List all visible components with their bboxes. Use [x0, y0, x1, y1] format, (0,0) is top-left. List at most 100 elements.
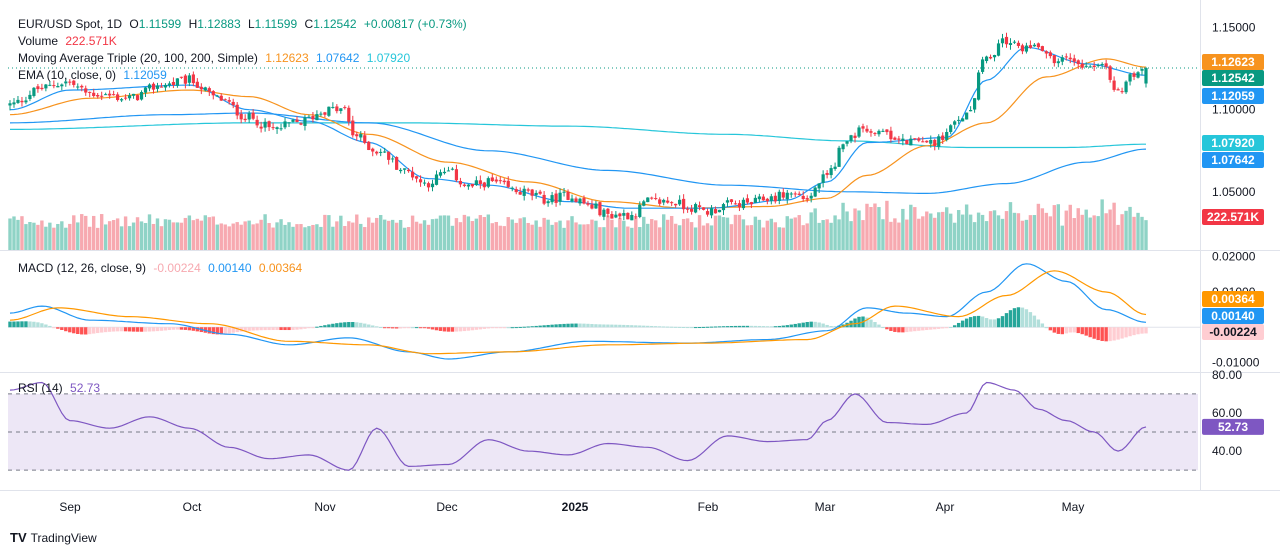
volume-bar: [976, 212, 981, 250]
ma200-value: 1.07920: [366, 51, 411, 65]
candle-body: [291, 119, 295, 122]
macd-hist-bar: [24, 321, 28, 328]
macd-hist-bar: [789, 324, 793, 328]
candle-body: [941, 135, 945, 140]
volume-bar: [1044, 212, 1049, 250]
rsi-y-tick: 40.00: [1212, 444, 1242, 458]
symbol-title[interactable]: EUR/USD Spot, 1D: [18, 17, 123, 31]
macd-hist-bar: [1012, 308, 1017, 328]
macd-hist-bar: [183, 327, 188, 330]
rsi-label: RSI (14): [18, 381, 63, 395]
candle-body: [247, 113, 251, 120]
rsi-legend[interactable]: RSI (14) 52.73: [18, 380, 104, 396]
candle-body: [693, 204, 698, 213]
volume-bar: [737, 214, 742, 250]
macd-hist-bar: [709, 326, 714, 328]
volume-bar: [291, 226, 295, 250]
candle-body: [992, 55, 997, 58]
candle-body: [670, 202, 674, 204]
macd-hist-bar: [375, 326, 379, 328]
candle-body: [430, 183, 435, 188]
candle-body: [56, 85, 60, 88]
volume-bar: [371, 222, 375, 250]
macd-hist-bar: [917, 327, 921, 331]
macd-hist-bar: [167, 327, 172, 331]
volume-bar: [1100, 199, 1104, 250]
candle-body: [215, 95, 219, 97]
volume-bar: [865, 203, 869, 250]
candle-body: [1112, 80, 1116, 90]
candle-body: [1088, 66, 1092, 68]
candle-body: [403, 168, 407, 170]
volume-bar: [187, 215, 192, 250]
volume-bar: [163, 219, 168, 250]
price-tag: 1.12059: [1202, 88, 1264, 104]
macd-hist-bar: [972, 316, 977, 328]
volume-bar: [434, 218, 439, 250]
candle-body: [785, 192, 789, 200]
macd-hist-bar: [594, 324, 598, 328]
macd-hist-bar: [654, 326, 658, 328]
volume-bar: [235, 222, 239, 250]
candle-body: [789, 193, 793, 195]
volume-bar: [550, 224, 554, 250]
macd-hist-bar: [414, 327, 419, 329]
volume-bar: [287, 222, 291, 250]
macd-hist-bar: [227, 327, 231, 334]
volume-bar: [562, 227, 566, 250]
candle-body: [207, 88, 211, 92]
macd-hist-tag-text: -0.00224: [1209, 325, 1257, 339]
volume-bar: [486, 214, 491, 250]
volume-bar: [99, 214, 104, 250]
candle-body: [347, 107, 351, 122]
price-tag-bg: [1202, 88, 1264, 104]
macd-hist-bar: [223, 327, 227, 335]
candle-body: [135, 95, 140, 101]
high-label: H: [188, 17, 198, 31]
volume-bar: [299, 224, 303, 250]
volume-bar: [1060, 225, 1064, 250]
candle-body: [996, 43, 1001, 56]
macd-hist-bar: [8, 321, 12, 328]
candle-body: [163, 84, 168, 88]
macd-hist-bar: [522, 326, 526, 328]
volume-bar: [793, 217, 797, 250]
rsi-value: 52.73: [70, 381, 101, 395]
macd-hist-bar: [562, 323, 566, 328]
ma200-line: [10, 122, 1146, 149]
volume-bar: [681, 218, 686, 250]
macd-hist-bar: [231, 327, 235, 333]
volume-bar: [52, 227, 56, 250]
volume-bar: [733, 214, 738, 250]
ema-legend[interactable]: EMA (10, close, 0) 1.12059: [18, 67, 171, 83]
macd-hist-bar: [1120, 327, 1124, 339]
macd-hist-bar: [925, 327, 929, 331]
macd-hist-bar: [95, 327, 100, 334]
macd-hist-bar: [92, 327, 96, 334]
candle-body: [1064, 56, 1068, 58]
macd-hist-bar: [614, 324, 618, 328]
candle-body: [339, 108, 343, 112]
volume-legend[interactable]: Volume 222.571K: [18, 33, 121, 49]
volume-bar: [275, 222, 279, 250]
rsi-line: [9, 381, 1147, 471]
volume-bar: [1080, 214, 1084, 250]
candle-body: [1108, 66, 1112, 80]
candle-body: [885, 129, 889, 133]
volume-bar: [80, 214, 84, 250]
tradingview-brand[interactable]: TV TradingView: [10, 530, 97, 545]
ma-legend[interactable]: Moving Average Triple (20, 100, 200, Sim…: [18, 50, 414, 66]
macd-hist-bar: [394, 327, 399, 329]
macd-hist-bar: [634, 325, 638, 328]
candle-body: [933, 139, 937, 146]
macd-legend[interactable]: MACD (12, 26, close, 9) -0.00224 0.00140…: [18, 260, 306, 276]
rsi-line: [9, 381, 1147, 471]
candle-body: [454, 169, 459, 181]
macd-hist-bar: [881, 327, 885, 329]
candle-body: [889, 130, 893, 140]
volume-bar: [626, 226, 630, 250]
candle-body: [363, 135, 367, 143]
volume-bar: [650, 219, 654, 250]
